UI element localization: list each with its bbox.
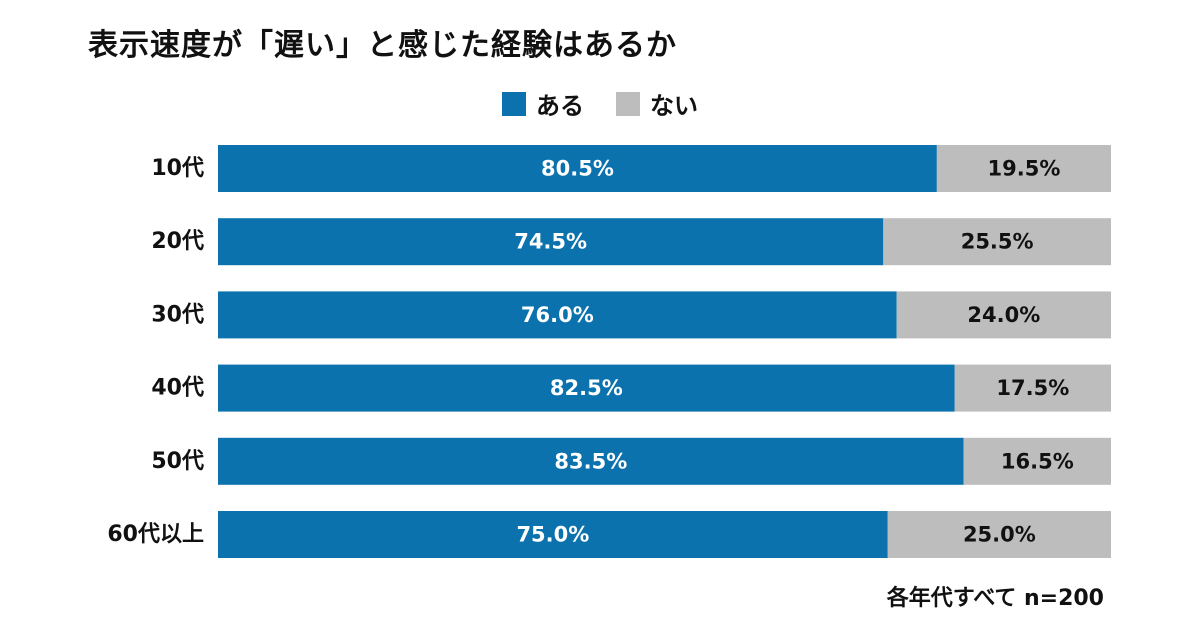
- chart-title: 表示速度が「遅い」と感じた経験はあるか: [88, 28, 677, 63]
- data-label-ari: 75.0%: [516, 523, 589, 547]
- legend-label-nai: ない: [650, 92, 698, 120]
- data-label-nai: 17.5%: [996, 376, 1069, 400]
- legend-item-nai: ない: [616, 86, 698, 121]
- bar-segment-nai: [936, 145, 1111, 192]
- data-label-nai: 25.0%: [963, 523, 1036, 547]
- bar-segment-nai: [963, 437, 1111, 485]
- legend-label-ari: ある: [536, 92, 584, 120]
- bar-segment-nai: [883, 218, 1111, 266]
- data-label-nai: 25.5%: [961, 230, 1034, 254]
- bar-segment-nai: [954, 364, 1111, 412]
- category-label: 20代: [151, 229, 204, 254]
- bar-segment-ari: [218, 291, 897, 339]
- data-label-nai: 19.5%: [988, 157, 1061, 181]
- legend: ある ない: [0, 86, 1200, 121]
- bar-segment-nai: [887, 511, 1111, 558]
- sample-size-note: 各年代すべて n=200: [886, 586, 1104, 611]
- bar-segment-nai: [896, 291, 1111, 339]
- bar-segment-ari: [218, 437, 964, 485]
- legend-swatch-nai: [616, 91, 640, 116]
- data-label-nai: 24.0%: [967, 303, 1040, 327]
- bar-segment-ari: [218, 218, 884, 266]
- bar-segment-ari: [218, 511, 888, 558]
- data-label-ari: 74.5%: [514, 230, 587, 254]
- category-label: 30代: [151, 302, 204, 327]
- data-label-ari: 83.5%: [554, 449, 627, 473]
- data-label-ari: 82.5%: [550, 376, 623, 400]
- category-label: 10代: [151, 156, 204, 181]
- category-label: 40代: [151, 376, 204, 401]
- category-label: 60代以上: [107, 522, 204, 547]
- category-label: 50代: [151, 449, 204, 474]
- data-label-nai: 16.5%: [1001, 449, 1074, 473]
- legend-item-ari: ある: [502, 86, 584, 121]
- legend-swatch-ari: [502, 91, 526, 116]
- bar-segment-ari: [218, 145, 937, 192]
- bar-segment-ari: [218, 364, 955, 412]
- data-label-ari: 76.0%: [521, 303, 594, 327]
- data-label-ari: 80.5%: [541, 157, 614, 181]
